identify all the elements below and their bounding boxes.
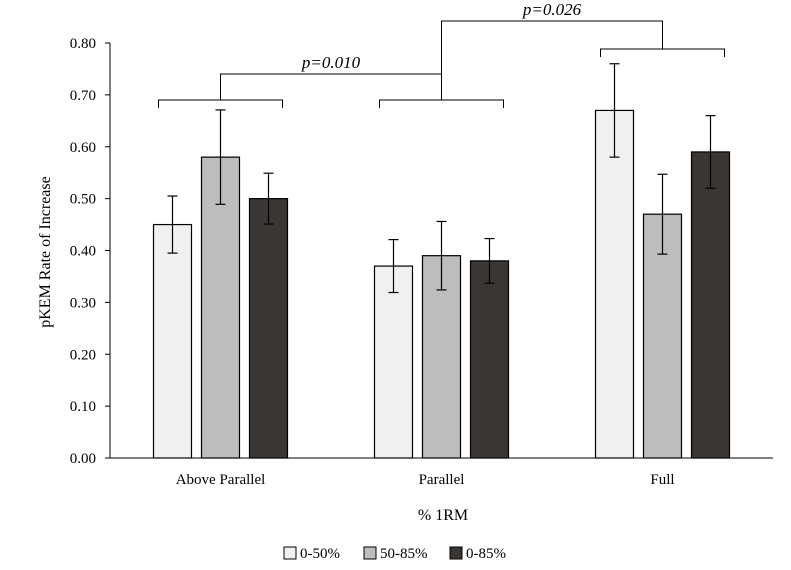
p-value-label: p=0.026 [522, 0, 582, 19]
y-tick-label: 0.60 [70, 140, 96, 156]
bar [373, 265, 414, 459]
error-bars-layer [167, 63, 716, 294]
legend: 0-50% 50-85% 0-85% [283, 546, 506, 562]
x-tick-label: Parallel [419, 472, 465, 488]
x-axis-title: % 1RM [418, 507, 468, 524]
bar [642, 213, 683, 459]
legend-label: 0-50% [300, 546, 340, 562]
bar [248, 198, 289, 459]
y-tick-label: 0.80 [70, 36, 96, 52]
comparison-bracket [441, 20, 663, 100]
y-tick-label: 0.40 [70, 244, 96, 260]
legend-swatch [283, 546, 297, 560]
x-tick-label: Above Parallel [176, 472, 266, 488]
group-bracket [379, 99, 504, 108]
y-tick-label: 0.00 [70, 451, 96, 467]
significance-brackets: p=0.010 p=0.026 [158, 0, 725, 108]
bar [469, 260, 510, 459]
group-bracket [158, 99, 283, 108]
comparison-bracket [220, 73, 442, 100]
legend-swatch [449, 546, 463, 560]
bars-layer [152, 109, 731, 459]
y-axis-ticks: 0.00 0.10 0.20 0.30 0.40 0.50 0.60 0.70 0.80 [70, 36, 110, 467]
legend-swatch [363, 546, 377, 560]
x-axis-tick-labels: Above Parallel Parallel Full [176, 472, 675, 488]
legend-label: 50-85% [380, 546, 428, 562]
legend-label: 0-85% [466, 546, 506, 562]
bar [690, 151, 731, 459]
y-tick-label: 0.20 [70, 347, 96, 363]
p-value-label: p=0.010 [301, 53, 361, 72]
y-tick-label: 0.10 [70, 399, 96, 415]
group-bracket [600, 48, 725, 57]
y-tick-label: 0.70 [70, 88, 96, 104]
y-tick-label: 0.30 [70, 295, 96, 311]
y-tick-label: 0.50 [70, 192, 96, 208]
x-tick-label: Full [650, 472, 674, 488]
y-axis-title: pKEM Rate of Increase [37, 176, 54, 328]
bar [594, 109, 635, 459]
bar [152, 223, 193, 459]
